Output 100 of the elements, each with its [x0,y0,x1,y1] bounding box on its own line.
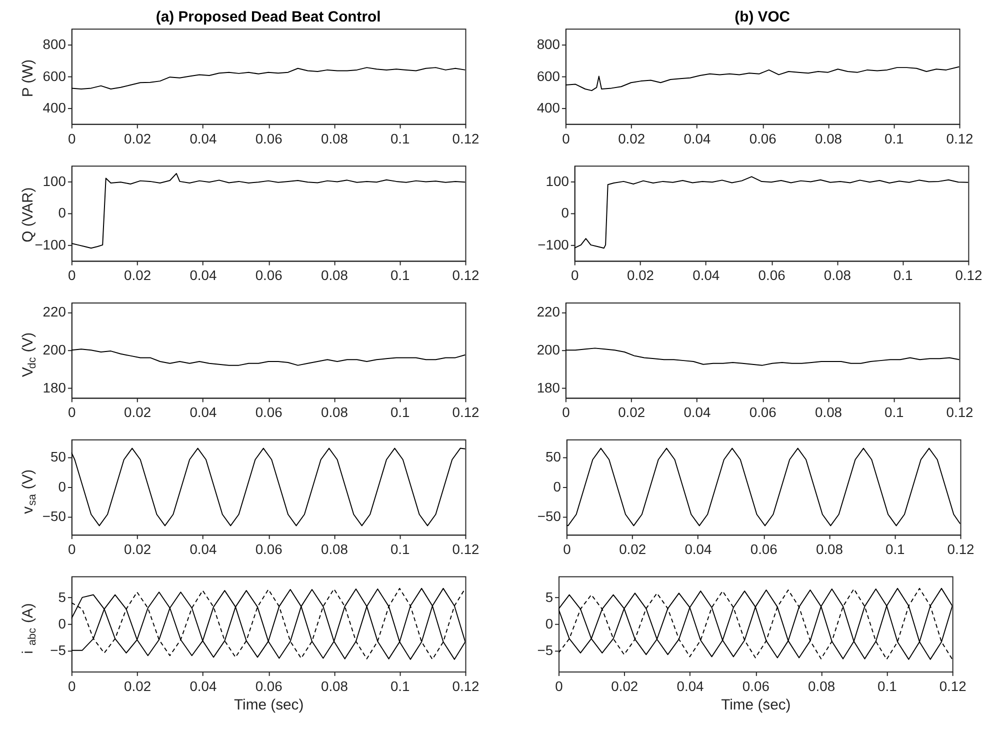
x-tick-label: 0.12 [946,404,974,420]
x-tick-label: 0 [68,130,76,146]
y-tick-label: 50 [546,448,562,465]
y-tick-label: 180 [42,380,66,396]
y-tick-label: 400 [536,100,560,116]
x-tick-label: 0.08 [808,678,836,694]
x-tick-label: 0.1 [390,540,410,557]
x-tick-label: 0.06 [255,540,283,557]
y-tick-label: −5 [50,642,66,658]
y-tick-label: 5 [545,588,554,605]
y-tick-label: −50 [42,508,66,524]
x-tick-label: 0.08 [816,540,844,557]
y-axis-title: iabc (A) [20,603,39,654]
x-tick-label: 0.1 [390,267,410,284]
chart-title: (a) Proposed Dead Beat Control [156,10,381,26]
y-tick-label: 5 [58,588,66,605]
y-tick-label: −100 [538,236,570,252]
y-tick-label: 200 [536,342,560,358]
y-tick-label: 180 [536,380,560,396]
y-tick-label: −5 [537,642,554,658]
y-axis-title: vsa (V) [20,469,39,514]
x-tick-label: 0.08 [320,404,348,420]
x-tick-label: 0 [571,267,580,284]
x-tick-label: 0.06 [758,267,786,284]
y-tick-label: 200 [42,342,66,358]
x-tick-label: 0.12 [452,404,480,420]
x-tick-label: 0.1 [878,678,898,694]
x-tick-label: 0.08 [320,130,348,146]
x-tick-label: 0.02 [124,404,152,420]
x-tick-label: 0.06 [255,267,283,284]
x-tick-label: 0.12 [452,130,480,146]
x-tick-label: 0.1 [884,130,904,146]
x-tick-label: 0.1 [390,130,410,146]
x-tick-label: 0.06 [255,678,283,694]
x-tick-label: 0.02 [124,267,152,284]
x-tick-label: 0.04 [190,540,217,557]
x-tick-label: 0.04 [190,267,217,284]
x-tick-label: 0.08 [320,267,348,284]
x-tick-label: 0.12 [939,678,967,694]
x-tick-label: 0.02 [611,678,638,694]
x-tick-label: 0.12 [452,267,480,284]
x-tick-label: 0.06 [749,404,777,420]
y-tick-label: −50 [537,508,562,524]
x-tick-label: 0.08 [824,267,852,284]
x-tick-label: 0.08 [814,130,842,146]
x-tick-label: 0.04 [684,540,712,557]
x-axis-title: Time (sec) [234,698,304,714]
y-tick-label: 600 [536,68,560,84]
x-tick-label: 0.04 [692,267,720,284]
x-tick-label: 0 [68,540,76,557]
x-tick-label: 0.04 [684,130,711,146]
x-tick-label: 0.06 [255,404,283,420]
x-tick-label: 0 [68,678,76,694]
x-tick-label: 0.1 [390,678,410,694]
x-tick-label: 0 [68,404,76,420]
x-tick-label: 0.06 [255,130,283,146]
y-tick-label: −100 [34,236,66,252]
x-tick-label: 0.04 [676,678,704,694]
x-tick-label: 0.04 [190,404,217,420]
x-tick-label: 0.02 [124,130,152,146]
x-tick-label: 0.1 [390,404,410,420]
x-tick-label: 0.04 [190,130,217,146]
x-tick-label: 0.02 [124,540,152,557]
y-tick-label: 0 [561,204,570,221]
y-tick-label: 220 [536,303,560,320]
x-tick-label: 0.12 [947,540,975,557]
x-tick-label: 0.12 [955,267,982,284]
y-axis-title: Vdc (V) [20,332,39,378]
y-tick-label: 220 [42,303,66,320]
x-tick-label: 0.06 [749,130,777,146]
x-tick-label: 0.12 [452,678,480,694]
x-tick-label: 0.08 [320,540,348,557]
x-tick-label: 0.04 [684,404,711,420]
x-tick-label: 0.1 [893,267,913,284]
x-tick-label: 0.02 [619,540,646,557]
x-tick-label: 0.02 [124,678,152,694]
x-tick-label: 0.06 [742,678,770,694]
x-axis-title: Time (sec) [721,698,791,714]
y-axis-title: Q (VAR) [20,187,37,242]
y-tick-label: 100 [546,172,570,189]
y-tick-label: 800 [536,36,560,52]
y-tick-label: 400 [42,100,66,116]
y-tick-label: 0 [58,615,66,632]
x-tick-label: 0.12 [946,130,974,146]
y-tick-label: 100 [42,172,66,189]
y-tick-label: 0 [58,204,66,221]
x-tick-label: 0.1 [885,540,906,557]
x-tick-label: 0.06 [750,540,778,557]
y-tick-label: 0 [553,478,562,494]
y-axis-title: P (W) [20,59,37,98]
y-tick-label: 600 [42,68,66,84]
y-tick-label: 0 [545,615,554,632]
x-tick-label: 0.1 [884,404,904,420]
chart-title: (b) VOC [734,10,790,26]
x-tick-label: 0.04 [190,678,217,694]
y-tick-label: 800 [42,36,66,52]
x-tick-label: 0.12 [452,540,480,557]
x-tick-label: 0.02 [618,130,646,146]
x-tick-label: 0.08 [320,678,348,694]
y-tick-label: 0 [58,478,66,494]
